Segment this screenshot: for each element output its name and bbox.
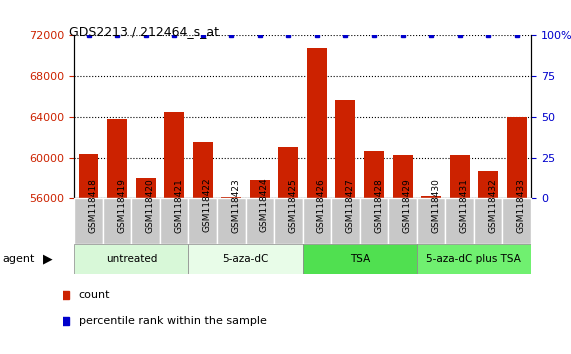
Bar bbox=[335, 99, 355, 198]
Bar bbox=[131, 198, 160, 244]
Bar bbox=[393, 155, 412, 198]
Text: GSM118422: GSM118422 bbox=[203, 178, 212, 233]
Text: 5-aza-dC plus TSA: 5-aza-dC plus TSA bbox=[427, 254, 521, 264]
Bar bbox=[478, 171, 498, 198]
Text: GSM118433: GSM118433 bbox=[517, 178, 526, 233]
Bar bbox=[417, 198, 445, 244]
Bar bbox=[274, 198, 303, 244]
Text: GSM118418: GSM118418 bbox=[89, 178, 98, 233]
Bar bbox=[246, 198, 274, 244]
Bar bbox=[278, 147, 298, 198]
Bar bbox=[303, 244, 417, 274]
Text: GSM118426: GSM118426 bbox=[317, 178, 326, 233]
Bar bbox=[250, 180, 270, 198]
Text: ▶: ▶ bbox=[43, 253, 53, 266]
Bar bbox=[421, 196, 441, 198]
Text: untreated: untreated bbox=[106, 254, 157, 264]
Text: GSM118420: GSM118420 bbox=[146, 178, 155, 233]
Bar bbox=[188, 198, 217, 244]
Text: 5-aza-dC: 5-aza-dC bbox=[222, 254, 269, 264]
Bar bbox=[221, 197, 241, 198]
Bar bbox=[307, 47, 327, 198]
Bar bbox=[450, 155, 469, 198]
Bar bbox=[303, 198, 331, 244]
Bar bbox=[79, 154, 99, 198]
Bar bbox=[507, 117, 526, 198]
Text: GSM118419: GSM118419 bbox=[117, 178, 126, 233]
Bar bbox=[217, 198, 246, 244]
Text: GSM118425: GSM118425 bbox=[288, 178, 297, 233]
Bar bbox=[164, 112, 184, 198]
Text: GSM118421: GSM118421 bbox=[174, 178, 183, 233]
Bar bbox=[331, 198, 360, 244]
Bar bbox=[160, 198, 188, 244]
Bar bbox=[192, 142, 212, 198]
Bar bbox=[74, 244, 188, 274]
Bar bbox=[502, 198, 531, 244]
Text: GSM118427: GSM118427 bbox=[345, 178, 355, 233]
Text: agent: agent bbox=[3, 254, 35, 264]
Bar bbox=[107, 119, 127, 198]
Text: count: count bbox=[79, 290, 110, 300]
Text: GSM118431: GSM118431 bbox=[460, 178, 469, 233]
Bar bbox=[417, 244, 531, 274]
Bar bbox=[474, 198, 502, 244]
Bar bbox=[74, 198, 103, 244]
Bar bbox=[360, 198, 388, 244]
Bar bbox=[188, 244, 303, 274]
Bar bbox=[103, 198, 131, 244]
Text: GSM118424: GSM118424 bbox=[260, 178, 269, 233]
Text: GSM118430: GSM118430 bbox=[431, 178, 440, 233]
Bar bbox=[364, 152, 384, 198]
Bar bbox=[388, 198, 417, 244]
Text: percentile rank within the sample: percentile rank within the sample bbox=[79, 315, 267, 326]
Text: GSM118423: GSM118423 bbox=[231, 178, 240, 233]
Bar bbox=[445, 198, 474, 244]
Text: GDS2213 / 212464_s_at: GDS2213 / 212464_s_at bbox=[69, 25, 219, 38]
Text: GSM118428: GSM118428 bbox=[374, 178, 383, 233]
Text: TSA: TSA bbox=[349, 254, 370, 264]
Text: GSM118432: GSM118432 bbox=[488, 178, 497, 233]
Text: GSM118429: GSM118429 bbox=[403, 178, 412, 233]
Bar bbox=[135, 178, 155, 198]
